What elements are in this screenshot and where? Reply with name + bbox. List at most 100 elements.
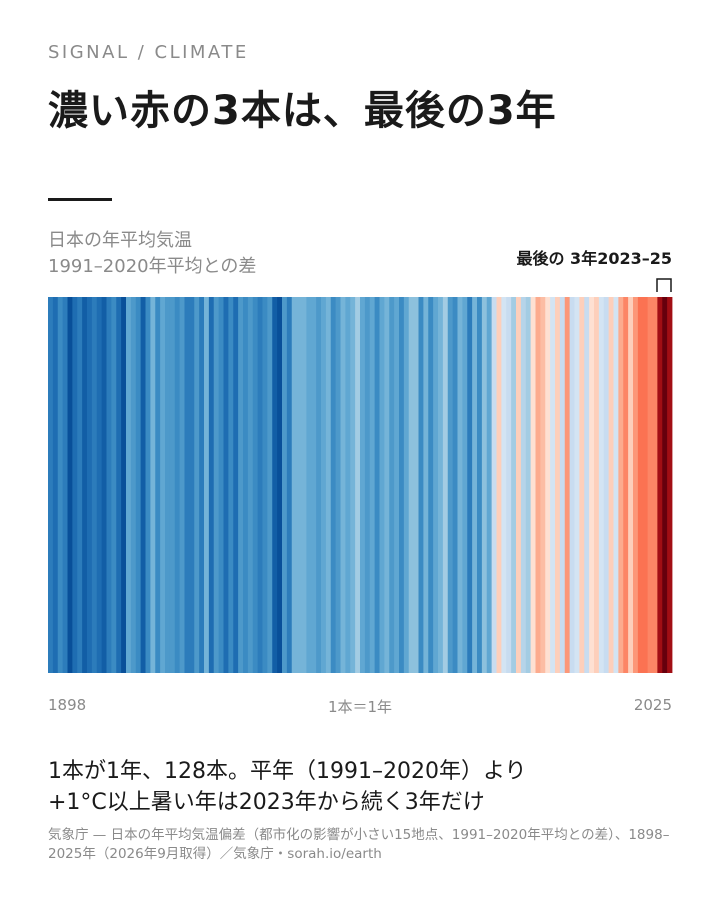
stripe: [462, 297, 468, 673]
stripe: [257, 297, 263, 673]
stripe: [369, 297, 376, 673]
stripe: [584, 297, 590, 673]
stripe: [345, 297, 351, 673]
stripe: [62, 297, 68, 673]
stripe: [325, 297, 332, 673]
stripe: [403, 297, 410, 673]
x-tick-label: 1898: [48, 696, 87, 714]
stripe: [130, 297, 137, 673]
subtitle-line: 1991–2020年平均との差: [48, 256, 257, 277]
stripe: [243, 297, 249, 673]
stripe: [545, 297, 551, 673]
stripe: [184, 297, 190, 673]
stripe: [101, 297, 107, 673]
subtitle-line: 日本の年平均気温: [48, 230, 192, 251]
stripe: [194, 297, 200, 673]
stripe: [642, 297, 649, 673]
stripe: [447, 297, 454, 673]
subtitle: 日本の年平均気温 1991–2020年平均との差: [48, 228, 256, 280]
stripe: [550, 297, 556, 673]
stripe: [155, 297, 161, 673]
stripe: [506, 297, 512, 673]
stripe: [179, 297, 185, 673]
stripe: [262, 297, 268, 673]
stripe: [399, 297, 405, 673]
stripe: [160, 297, 166, 673]
stripe: [452, 297, 458, 673]
x-tick-label: 2025: [633, 696, 672, 714]
stripe: [477, 297, 483, 673]
stripe: [481, 297, 488, 673]
stripe: [569, 297, 575, 673]
stripe: [423, 297, 429, 673]
stripe: [121, 297, 127, 673]
stripe: [189, 297, 195, 673]
stripe: [540, 297, 546, 673]
stripe: [286, 297, 293, 673]
stripe: [247, 297, 254, 673]
stripe: [350, 297, 356, 673]
stripe: [208, 297, 215, 673]
stripe: [535, 297, 541, 673]
takeaway-line: 1本が1年、128本。平年（1991–2020年）より: [48, 759, 527, 784]
stripe: [647, 297, 653, 673]
stripe: [442, 297, 449, 673]
stripe: [135, 297, 142, 673]
stripe: [384, 297, 390, 673]
stripe: [57, 297, 64, 673]
stripe: [277, 297, 283, 673]
stripe: [613, 297, 619, 673]
stripe: [457, 297, 463, 673]
stripe: [486, 297, 493, 673]
stripe: [52, 297, 59, 673]
stripe: [72, 297, 78, 673]
stripe: [82, 297, 88, 673]
stripe: [516, 297, 522, 673]
stripe: [238, 297, 244, 673]
stripe: [91, 297, 98, 673]
stripe: [150, 297, 156, 673]
annotation-bracket: [656, 278, 672, 292]
stripe: [574, 297, 580, 673]
stripe: [340, 297, 346, 673]
stripe: [633, 297, 639, 673]
stripe: [579, 297, 585, 673]
stripe: [272, 297, 278, 673]
stripe: [223, 297, 229, 673]
stripe: [530, 297, 536, 673]
stripe: [389, 297, 395, 673]
stripe: [111, 297, 117, 673]
chart-title: 濃い赤の3本は、最後の3年: [48, 88, 557, 134]
stripe: [491, 297, 497, 673]
stripe: [116, 297, 122, 673]
annotation: 最後の 3年2023–25: [516, 249, 672, 268]
stripe: [77, 297, 83, 673]
stripe: [364, 297, 371, 673]
stripe: [96, 297, 103, 673]
stripe: [67, 297, 73, 673]
stripe: [598, 297, 605, 673]
stripe: [501, 297, 507, 673]
stripe: [267, 297, 273, 673]
stripe: [433, 297, 439, 673]
stripe: [374, 297, 380, 673]
stripe: [662, 297, 668, 673]
stripe: [594, 297, 600, 673]
stripe: [335, 297, 341, 673]
stripe: [355, 297, 361, 673]
stripe: [394, 297, 400, 673]
stripe: [169, 297, 176, 673]
stripe: [408, 297, 415, 673]
stripe: [213, 297, 220, 673]
stripe: [428, 297, 434, 673]
stripe: [511, 297, 517, 673]
stripe: [525, 297, 532, 673]
scale-note: 1本＝1年: [327, 698, 393, 716]
stripe: [48, 297, 54, 673]
stripe: [165, 297, 171, 673]
stripe: [282, 297, 288, 673]
stripe: [145, 297, 151, 673]
stripe: [126, 297, 132, 673]
stripe: [311, 297, 317, 673]
